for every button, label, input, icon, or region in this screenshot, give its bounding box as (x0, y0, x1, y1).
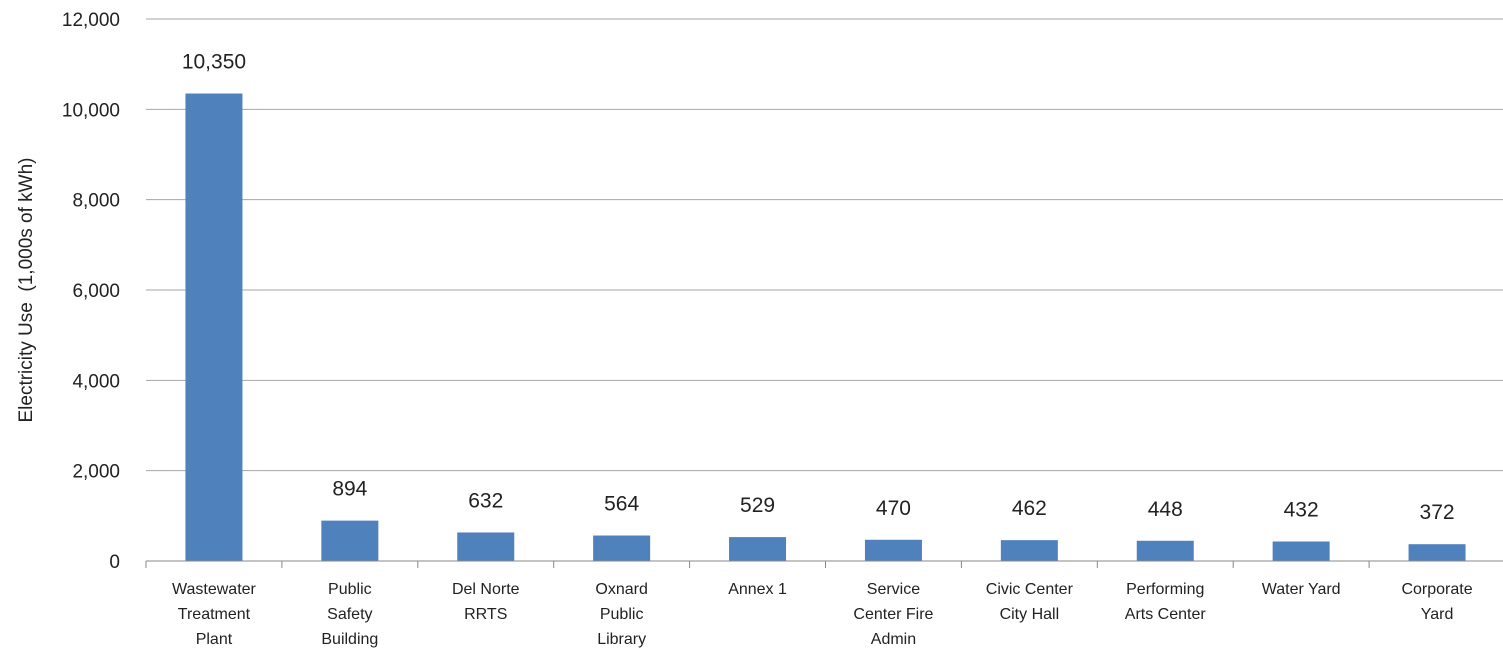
data-label: 10,350 (182, 51, 246, 74)
category-label-line: Corporate (1401, 581, 1472, 598)
y-tick-label: 10,000 (62, 100, 120, 121)
category-label-line: Center Fire (853, 606, 933, 623)
bar (1408, 544, 1466, 561)
data-label: 448 (1148, 498, 1183, 521)
category-label-line: Plant (196, 631, 233, 648)
data-labels: 10,350 894 632 564 529 470 462 448 432 372 (182, 51, 1455, 525)
data-label: 894 (332, 478, 367, 501)
category-label-line: Service (867, 581, 920, 598)
gridlines (146, 18, 1503, 472)
data-label: 432 (1284, 498, 1319, 521)
data-label: 372 (1420, 501, 1455, 524)
bar (593, 535, 651, 561)
y-tick-label: 4,000 (72, 371, 120, 392)
category-label-line: Oxnard (595, 581, 647, 598)
y-tick-label: 8,000 (72, 191, 120, 212)
category-label-line: Library (597, 631, 646, 648)
y-axis-title: Electricity Use (1,000s of kWh) (16, 157, 37, 422)
category-label-line: Yard (1421, 606, 1454, 623)
y-tick-label: 0 (109, 552, 120, 573)
category-label: Oxnard Public Library (595, 581, 647, 648)
y-tick-labels: 0 2,000 4,000 6,000 8,000 10,000 12,000 (62, 10, 120, 573)
category-label: Wastewater Treatment Plant (172, 581, 257, 648)
bar (729, 537, 787, 561)
category-label-line: Treatment (178, 606, 251, 623)
y-tick-label: 6,000 (72, 281, 120, 302)
bar (1000, 540, 1058, 561)
category-label-line: Building (321, 631, 378, 648)
category-label-line: Civic Center (986, 581, 1074, 598)
category-label: Public Safety Building (321, 581, 378, 648)
category-label-line: Public (328, 581, 372, 598)
category-label-line: Del Norte (452, 581, 520, 598)
category-label: Service Center Fire Admin (853, 581, 933, 648)
data-label: 529 (740, 494, 775, 517)
bar (457, 532, 515, 561)
category-label-line: RRTS (464, 606, 507, 623)
bar (864, 539, 922, 561)
category-label: Water Yard (1262, 581, 1341, 598)
data-label: 470 (876, 497, 911, 520)
data-label: 564 (604, 493, 639, 516)
category-label-line: Safety (327, 606, 372, 623)
category-label-line: Annex 1 (728, 581, 787, 598)
category-labels: Wastewater Treatment Plant Public Safety Buil… (172, 581, 1473, 648)
bars (185, 93, 1466, 562)
category-label-line: Admin (871, 631, 916, 648)
category-label: Civic Center City Hall (986, 581, 1074, 623)
category-label-line: Wastewater (172, 581, 257, 598)
category-label: Annex 1 (728, 581, 787, 598)
category-label: Corporate Yard (1401, 581, 1472, 623)
category-label: Performing Arts Center (1125, 581, 1207, 623)
data-label: 462 (1012, 497, 1047, 520)
category-label-line: Public (600, 606, 644, 623)
y-tick-label: 12,000 (62, 10, 120, 31)
bar (1272, 541, 1330, 561)
category-label-line: City Hall (1000, 606, 1060, 623)
axes (145, 560, 1503, 568)
data-label: 632 (468, 489, 503, 512)
bar (185, 93, 243, 562)
category-label-line: Water Yard (1262, 581, 1341, 598)
category-label-line: Performing (1126, 581, 1204, 598)
category-label-line: Arts Center (1125, 606, 1207, 623)
category-label: Del Norte RRTS (452, 581, 520, 623)
bar (321, 520, 379, 561)
bar (1136, 540, 1194, 561)
y-tick-label: 2,000 (72, 462, 120, 483)
